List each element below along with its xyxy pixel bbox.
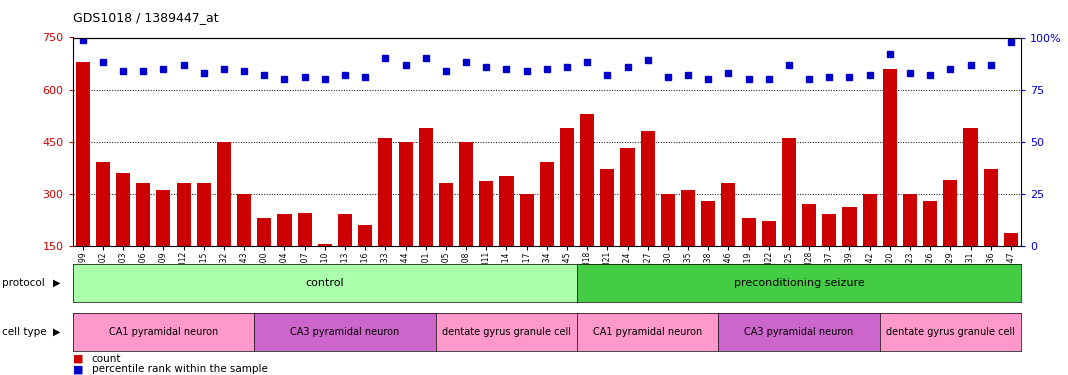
Bar <box>883 69 897 298</box>
Bar <box>863 194 877 298</box>
Bar <box>721 183 736 298</box>
Bar <box>419 128 433 298</box>
Text: cell type: cell type <box>2 327 47 337</box>
Bar <box>560 128 575 298</box>
Text: dentate gyrus granule cell: dentate gyrus granule cell <box>442 327 571 337</box>
Text: CA3 pyramidal neuron: CA3 pyramidal neuron <box>744 327 853 337</box>
Bar <box>923 201 938 298</box>
Text: preconditioning seizure: preconditioning seizure <box>734 278 864 288</box>
Bar <box>702 201 716 298</box>
Bar <box>902 194 917 298</box>
Bar <box>822 214 836 298</box>
Bar <box>337 214 352 298</box>
Bar <box>257 218 271 298</box>
Text: CA1 pyramidal neuron: CA1 pyramidal neuron <box>109 327 218 337</box>
Bar <box>439 183 453 298</box>
Bar <box>500 176 514 298</box>
Bar <box>741 218 756 298</box>
Text: ▶: ▶ <box>53 327 61 337</box>
Bar <box>217 142 231 298</box>
Bar <box>802 204 816 298</box>
Text: CA1 pyramidal neuron: CA1 pyramidal neuron <box>593 327 703 337</box>
Bar <box>76 62 90 298</box>
Bar <box>519 194 534 298</box>
Text: ▶: ▶ <box>53 278 61 288</box>
Bar <box>943 180 957 298</box>
Bar <box>782 138 796 298</box>
Text: count: count <box>92 354 122 364</box>
Bar <box>621 148 634 298</box>
Bar <box>761 221 775 298</box>
Bar <box>459 142 473 298</box>
Bar <box>843 207 857 298</box>
Bar <box>116 173 130 298</box>
Bar <box>176 183 191 298</box>
Bar <box>197 183 210 298</box>
Text: percentile rank within the sample: percentile rank within the sample <box>92 364 268 374</box>
Text: ■: ■ <box>73 364 83 374</box>
Bar <box>641 131 655 298</box>
Bar <box>661 194 675 298</box>
Text: control: control <box>305 278 344 288</box>
Text: GDS1018 / 1389447_at: GDS1018 / 1389447_at <box>73 11 218 24</box>
Bar <box>963 128 977 298</box>
Bar <box>137 183 151 298</box>
Bar <box>984 170 998 298</box>
Bar <box>681 190 695 298</box>
Bar <box>156 190 171 298</box>
Bar <box>237 194 251 298</box>
Text: dentate gyrus granule cell: dentate gyrus granule cell <box>885 327 1015 337</box>
Text: ■: ■ <box>73 354 83 364</box>
Bar <box>480 182 493 298</box>
Bar <box>580 114 594 298</box>
Bar <box>278 214 292 298</box>
Bar <box>96 162 110 298</box>
Bar <box>539 162 554 298</box>
Bar <box>358 225 373 298</box>
Bar <box>318 244 332 298</box>
Text: CA3 pyramidal neuron: CA3 pyramidal neuron <box>290 327 399 337</box>
Bar <box>600 170 614 298</box>
Bar <box>1004 234 1018 298</box>
Bar <box>398 142 412 298</box>
Bar <box>298 213 312 298</box>
Bar <box>378 138 392 298</box>
Text: protocol: protocol <box>2 278 45 288</box>
